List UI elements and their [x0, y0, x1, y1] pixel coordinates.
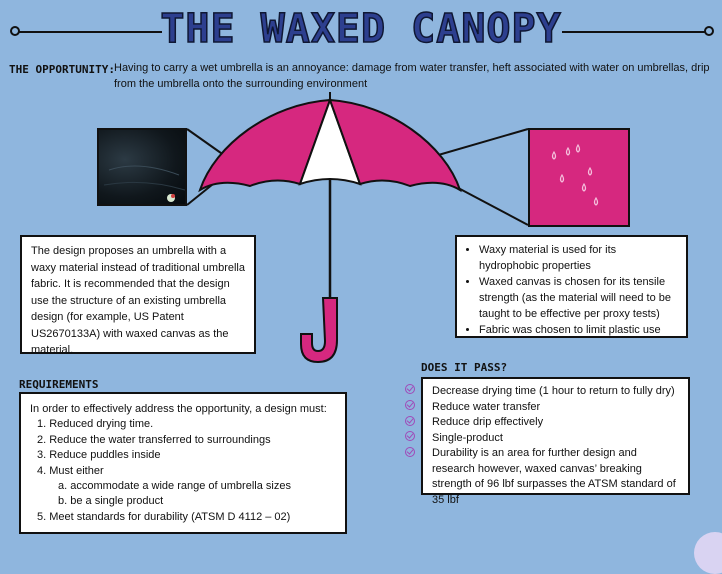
corner-logo-icon: [694, 532, 722, 574]
requirement-item: 3. Reduce puddles inside: [37, 449, 161, 462]
pass-item: Durability is an area for further design…: [432, 447, 676, 506]
requirement-item: 2. Reduce the water transferred to surro…: [37, 433, 271, 446]
check-icon: [405, 416, 415, 426]
opportunity-text: Having to carry a wet umbrella is an ann…: [114, 62, 710, 90]
requirements-box: In order to effectively address the oppo…: [19, 392, 347, 534]
opportunity-label: THE OPPORTUNITY:: [9, 63, 115, 76]
material-properties: Waxy material is used for its hydrophobi…: [455, 235, 688, 338]
water-droplet-icon: [551, 143, 599, 206]
requirement-item: 4. Must either: [37, 464, 104, 477]
pass-item: Reduce water transfer: [432, 400, 541, 413]
title-divider-right-dot: [704, 26, 714, 36]
property-item: Fabric was chosen to limit plastic use: [479, 322, 678, 338]
check-icon: [405, 384, 415, 394]
does-it-pass-box: Decrease drying time (1 hour to return t…: [421, 377, 690, 506]
requirement-item: 5. Meet standards for durability (ATSM D…: [37, 510, 291, 523]
check-icon: [405, 447, 415, 457]
title-divider-right: [562, 31, 710, 33]
property-item: Waxed canvas is chosen for its tensile s…: [479, 274, 678, 322]
pass-item: Reduce drip effectively: [432, 416, 544, 428]
title-divider-left: [12, 31, 162, 33]
check-icon: [405, 431, 415, 441]
design-description: The design proposes an umbrella with a w…: [20, 235, 256, 356]
requirements-heading: REQUIREMENTS: [19, 378, 99, 391]
page-title: THE WAXED CANOPY: [160, 5, 562, 53]
requirement-item: 1. Reduced drying time.: [37, 418, 154, 431]
check-icon: [405, 400, 415, 410]
requirement-subitem: a. accommodate a wide range of umbrella …: [58, 480, 291, 493]
title-divider-left-dot: [10, 26, 20, 36]
waxed-canvas-photo: [97, 128, 187, 206]
does-it-pass-heading: DOES IT PASS?: [421, 361, 508, 374]
property-item: Waxy material is used for its hydrophobi…: [479, 242, 678, 274]
canopy-fabric-droplets: [528, 128, 630, 227]
pass-item: Single-product: [432, 431, 503, 444]
pass-item: Decrease drying time (1 hour to return t…: [432, 385, 675, 397]
requirement-subitem: b. be a single product: [58, 495, 164, 508]
requirements-intro: In order to effectively address the oppo…: [30, 403, 327, 415]
